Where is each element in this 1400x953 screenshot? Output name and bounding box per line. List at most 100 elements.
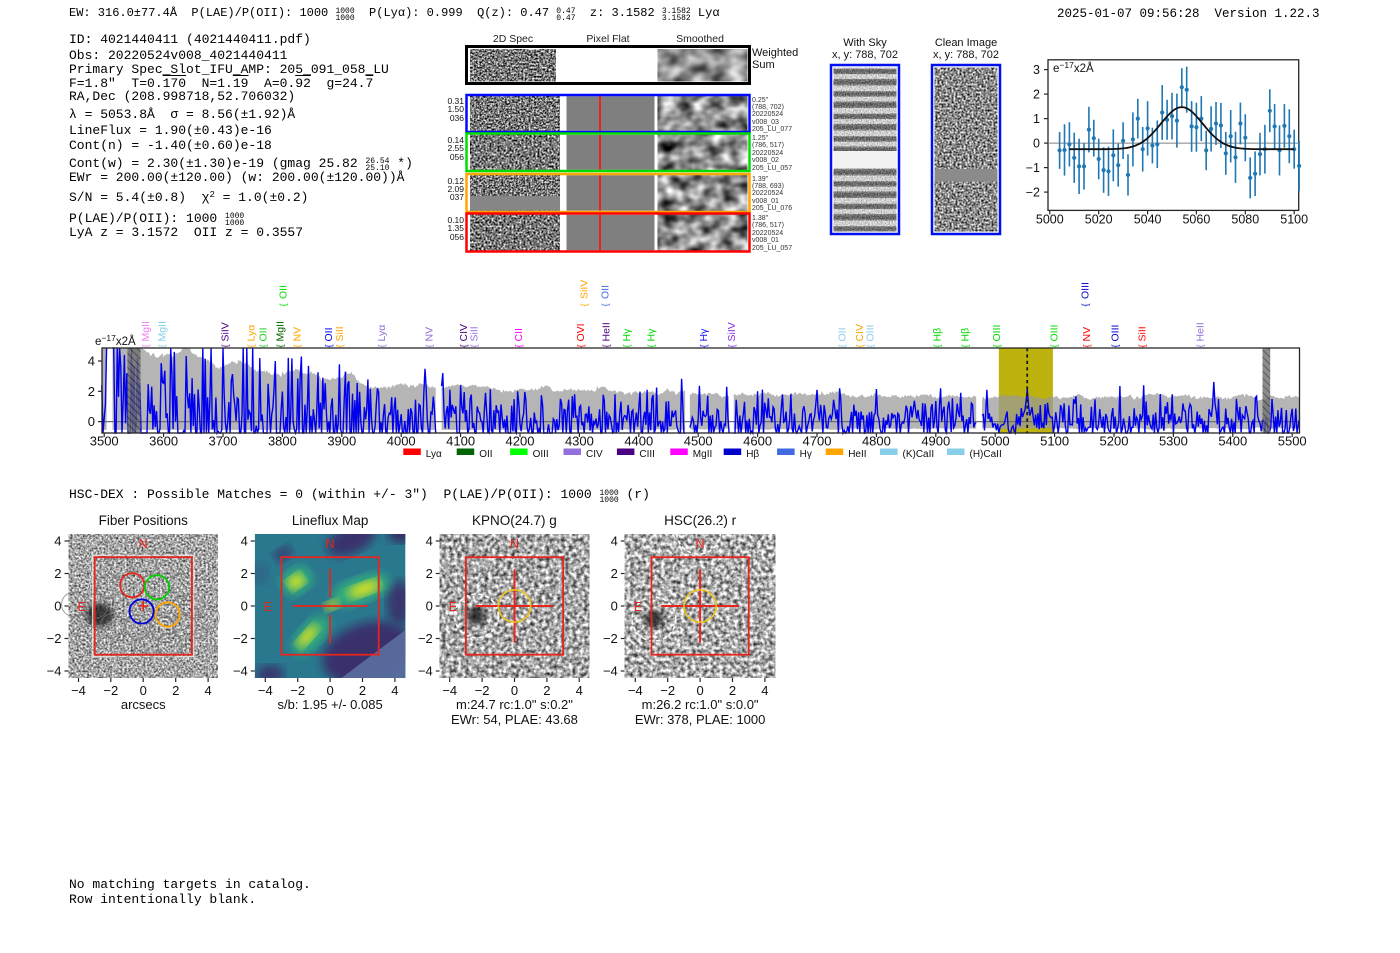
svg-text:−4: −4 xyxy=(603,664,618,679)
svg-text:{: { xyxy=(600,303,610,306)
svg-text:{: { xyxy=(220,344,230,347)
svg-text:{: { xyxy=(292,344,302,347)
svg-text:{: { xyxy=(469,344,479,347)
svg-text:3900: 3900 xyxy=(327,434,356,449)
svg-text:−2: −2 xyxy=(660,683,675,698)
svg-text:5040: 5040 xyxy=(1134,212,1162,226)
svg-text:−4: −4 xyxy=(418,664,433,679)
svg-text:E: E xyxy=(449,600,457,614)
svg-text:E: E xyxy=(634,600,642,614)
svg-text:MgII: MgII xyxy=(140,321,152,341)
svg-text:{: { xyxy=(1082,344,1092,347)
svg-text:{: { xyxy=(622,344,632,347)
svg-text:4600: 4600 xyxy=(743,434,772,449)
svg-text:N: N xyxy=(696,537,705,551)
svg-text:{: { xyxy=(324,344,334,347)
svg-text:MgII: MgII xyxy=(275,321,287,341)
svg-text:−4: −4 xyxy=(233,664,248,679)
svg-text:{: { xyxy=(459,344,469,347)
svg-text:OIII: OIII xyxy=(991,325,1003,342)
svg-text:−2: −2 xyxy=(290,683,305,698)
svg-text:4: 4 xyxy=(611,534,618,549)
svg-text:5500: 5500 xyxy=(1278,434,1307,449)
svg-text:2: 2 xyxy=(88,384,95,399)
svg-text:−4: −4 xyxy=(258,683,273,698)
svg-text:3600: 3600 xyxy=(149,434,178,449)
svg-text:0: 0 xyxy=(88,414,95,429)
svg-text:{: { xyxy=(837,344,847,347)
svg-text:OIII: OIII xyxy=(1110,325,1122,342)
svg-text:{: { xyxy=(960,344,970,347)
svg-text:{: { xyxy=(1137,344,1147,347)
svg-text:E: E xyxy=(78,600,86,614)
svg-text:4: 4 xyxy=(426,534,433,549)
svg-text:{: { xyxy=(992,344,1002,347)
svg-text:5100: 5100 xyxy=(1280,212,1308,226)
svg-text:Hβ: Hβ xyxy=(932,328,944,342)
svg-text:5400: 5400 xyxy=(1218,434,1247,449)
svg-text:2: 2 xyxy=(241,566,248,581)
svg-text:−4: −4 xyxy=(71,683,86,698)
svg-text:0: 0 xyxy=(1033,137,1040,151)
svg-text:OII: OII xyxy=(278,285,290,299)
svg-text:−2: −2 xyxy=(47,631,62,646)
svg-text:SiII: SiII xyxy=(334,326,346,341)
svg-text:2: 2 xyxy=(426,566,433,581)
svg-text:4: 4 xyxy=(576,683,583,698)
svg-text:HeII: HeII xyxy=(1195,322,1207,341)
svg-text:4: 4 xyxy=(761,683,768,698)
svg-text:4100: 4100 xyxy=(446,434,475,449)
svg-text:Lyα: Lyα xyxy=(426,449,442,460)
svg-text:{: { xyxy=(865,344,875,347)
svg-text:MgII: MgII xyxy=(693,449,712,460)
svg-text:{: { xyxy=(1110,344,1120,347)
svg-text:−2: −2 xyxy=(1026,186,1040,200)
svg-text:{: { xyxy=(275,344,285,347)
svg-text:{: { xyxy=(278,303,288,306)
svg-text:OIII: OIII xyxy=(1049,325,1061,342)
svg-text:{: { xyxy=(258,344,268,347)
svg-text:{: { xyxy=(699,344,709,347)
svg-text:4000: 4000 xyxy=(387,434,416,449)
svg-text:−4: −4 xyxy=(442,683,457,698)
svg-text:SiII: SiII xyxy=(469,326,481,341)
svg-text:−2: −2 xyxy=(233,631,248,646)
svg-text:3700: 3700 xyxy=(209,434,238,449)
svg-text:Hβ: Hβ xyxy=(960,328,972,342)
svg-text:Hγ: Hγ xyxy=(800,449,812,460)
svg-text:HeII: HeII xyxy=(848,449,866,460)
svg-text:{: { xyxy=(576,344,586,347)
svg-text:{: { xyxy=(1195,344,1205,347)
svg-text:5200: 5200 xyxy=(1100,434,1129,449)
svg-text:OIII: OIII xyxy=(865,325,877,342)
svg-text:E: E xyxy=(264,600,272,614)
svg-text:0: 0 xyxy=(611,599,618,614)
svg-text:{: { xyxy=(1049,344,1059,347)
svg-text:{: { xyxy=(424,344,434,347)
svg-text:−2: −2 xyxy=(603,631,618,646)
svg-text:{: { xyxy=(377,344,387,347)
svg-text:4700: 4700 xyxy=(803,434,832,449)
svg-text:SiIV: SiIV xyxy=(726,322,738,341)
svg-text:CII: CII xyxy=(513,328,525,341)
svg-text:2: 2 xyxy=(172,683,179,698)
svg-text:0: 0 xyxy=(426,599,433,614)
svg-text:Hβ: Hβ xyxy=(746,449,759,460)
svg-text:NV: NV xyxy=(292,327,304,342)
svg-text:NV: NV xyxy=(424,327,436,342)
svg-text:{: { xyxy=(932,344,942,347)
svg-text:3: 3 xyxy=(1033,63,1040,77)
svg-text:{: { xyxy=(141,344,151,347)
svg-text:4: 4 xyxy=(88,354,95,369)
svg-text:4400: 4400 xyxy=(624,434,653,449)
svg-text:5300: 5300 xyxy=(1159,434,1188,449)
svg-text:Lyα: Lyα xyxy=(376,325,388,342)
svg-text:SiII: SiII xyxy=(1137,326,1149,341)
svg-text:OII: OII xyxy=(323,327,335,341)
svg-text:2: 2 xyxy=(1033,88,1040,102)
svg-text:CIV: CIV xyxy=(586,449,603,460)
svg-text:OIII: OIII xyxy=(1080,282,1092,299)
svg-text:HeII: HeII xyxy=(601,322,613,341)
svg-text:4: 4 xyxy=(391,683,398,698)
svg-text:SiIV: SiIV xyxy=(579,280,591,299)
